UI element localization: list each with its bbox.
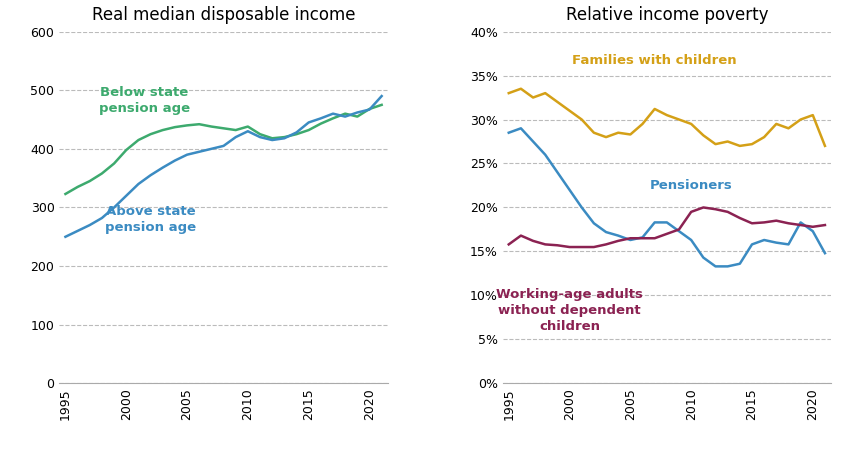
- Text: Working-age adults
without dependent
children: Working-age adults without dependent chi…: [496, 288, 643, 333]
- Text: Below state
pension age: Below state pension age: [99, 86, 190, 115]
- Text: Pensioners: Pensioners: [650, 179, 733, 192]
- Title: Real median disposable income: Real median disposable income: [92, 6, 355, 24]
- Text: Above state
pension age: Above state pension age: [105, 204, 196, 234]
- Title: Relative income poverty: Relative income poverty: [566, 6, 768, 24]
- Text: Families with children: Families with children: [572, 54, 737, 67]
